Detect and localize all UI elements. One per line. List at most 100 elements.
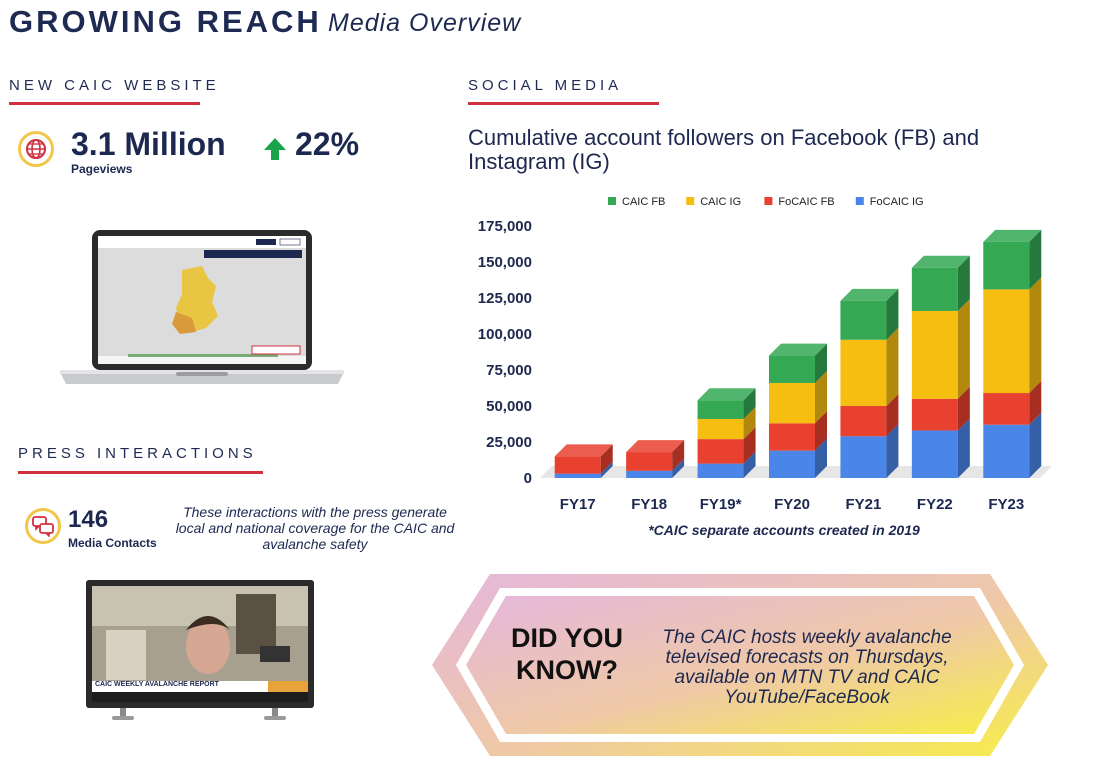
bar-top	[769, 343, 827, 356]
legend-swatch	[608, 197, 616, 205]
bar-segment	[911, 310, 958, 399]
bar-segment-side	[815, 411, 827, 451]
bar-segment	[840, 339, 887, 406]
did-you-know-heading: DID YOU KNOW?	[510, 623, 624, 685]
followers-bar-chart: CAIC FB CAIC IG FoCAIC FB FoCAIC IG 175,000 1…	[478, 196, 1052, 538]
bar-segment	[983, 424, 1030, 478]
bar-segment-side	[815, 438, 827, 478]
bar-segment-side	[886, 288, 899, 340]
bar-segment	[840, 406, 887, 437]
bar-segment	[626, 470, 673, 478]
bar-segment	[769, 382, 815, 424]
bar-segment	[911, 430, 958, 478]
bar-segment	[840, 300, 887, 340]
bar-segment-side	[886, 424, 899, 478]
bar-segment	[697, 418, 744, 440]
y-tick-label: 125,000	[478, 290, 532, 307]
x-tick-label: FY19*	[700, 496, 742, 513]
bar-segment-side	[886, 327, 899, 406]
bar-segment	[697, 463, 744, 478]
bar-segment-side	[600, 444, 613, 474]
bar-top	[840, 288, 899, 301]
bar-segment	[554, 473, 601, 478]
y-tick-label: 100,000	[478, 326, 532, 343]
legend-label: FoCAIC IG	[870, 196, 924, 208]
bar-segment-side	[743, 427, 756, 464]
bar-top	[983, 229, 1042, 242]
media-contacts-label: Media Contacts	[68, 536, 157, 550]
bar-top	[554, 444, 613, 457]
x-tick-label: FY21	[845, 496, 881, 513]
bar-segment	[697, 439, 744, 464]
pageviews-value: 3.1 Million	[71, 126, 226, 162]
press-section-underline	[18, 471, 263, 474]
y-tick-label: 150,000	[478, 254, 532, 271]
legend-swatch	[855, 197, 864, 205]
bar-top	[911, 255, 970, 268]
bar-segment-side	[957, 298, 970, 399]
page-title: GROWING REACH	[9, 4, 322, 39]
y-tick-label: 0	[524, 470, 532, 487]
bar-segment-side	[1029, 381, 1042, 425]
tv-illustration	[86, 580, 314, 720]
y-tick-label: 75,000	[486, 362, 532, 379]
y-tick-label: 50,000	[486, 398, 532, 415]
legend-label: CAIC FB	[622, 196, 665, 208]
legend-swatch	[686, 197, 695, 205]
press-section-title: PRESS INTERACTIONS	[18, 445, 257, 462]
bar-segment-side	[1029, 412, 1042, 478]
media-contacts-value: 146	[68, 506, 109, 533]
bar-top	[697, 388, 756, 401]
bar-segment	[983, 241, 1030, 290]
bar-segment-side	[743, 388, 756, 419]
bar-segment-side	[815, 343, 827, 383]
tv-caption: CAIC WEEKLY AVALANCHE REPORT	[95, 681, 219, 688]
bar-segment-side	[743, 406, 756, 440]
bar-segment	[769, 450, 815, 478]
bar-segment	[911, 398, 958, 431]
page-subtitle: Media Overview	[328, 9, 522, 37]
x-tick-label: FY22	[917, 496, 953, 513]
chat-bubbles-icon	[25, 508, 61, 544]
chart-footnote: *CAIC separate accounts created in 2019	[648, 522, 920, 538]
x-tick-label: FY23	[988, 496, 1024, 513]
pageviews-change: 22%	[295, 126, 360, 162]
laptop-illustration	[60, 230, 344, 384]
website-section-underline	[9, 102, 200, 105]
x-tick-label: FY17	[560, 496, 596, 513]
bar-segment-side	[1029, 277, 1042, 394]
bar-segment	[626, 452, 673, 471]
social-section-title: SOCIAL MEDIA	[468, 77, 623, 94]
website-section-title: NEW CAIC WEBSITE	[9, 77, 220, 94]
bar-segment	[769, 355, 815, 383]
bar-segment-side	[743, 451, 756, 478]
bar-segment	[983, 289, 1030, 394]
bar-segment	[697, 400, 744, 419]
legend-label: CAIC IG	[700, 196, 741, 208]
y-tick-label: 25,000	[486, 434, 532, 451]
legend-label: FoCAIC FB	[778, 196, 834, 208]
bar-segment-side	[886, 394, 899, 437]
bar-segment	[554, 456, 601, 474]
bar-top	[626, 440, 685, 453]
bar-segment-side	[815, 370, 827, 424]
did-you-know-text: The CAIC hosts weekly avalanche televise…	[662, 627, 952, 708]
x-tick-label: FY18	[631, 496, 667, 513]
bar-segment	[769, 423, 815, 451]
bar-segment	[983, 393, 1030, 425]
pageviews-label: Pageviews	[71, 162, 133, 176]
arrow-up-icon	[264, 138, 286, 160]
x-tick-label: FY20	[774, 496, 810, 513]
chart-title: Cumulative account followers on Facebook…	[468, 125, 980, 174]
legend-swatch	[764, 197, 773, 205]
bar-segment	[911, 267, 958, 311]
social-section-underline	[468, 102, 659, 105]
bar-segment-side	[672, 458, 685, 478]
bar-segment-side	[957, 418, 970, 478]
did-you-know-banner	[432, 574, 1048, 756]
y-tick-label: 175,000	[478, 218, 532, 235]
bar-segment-side	[672, 440, 685, 471]
bar-segment	[840, 436, 887, 478]
bar-segment-side	[600, 461, 613, 478]
bar-segment-side	[957, 255, 970, 311]
